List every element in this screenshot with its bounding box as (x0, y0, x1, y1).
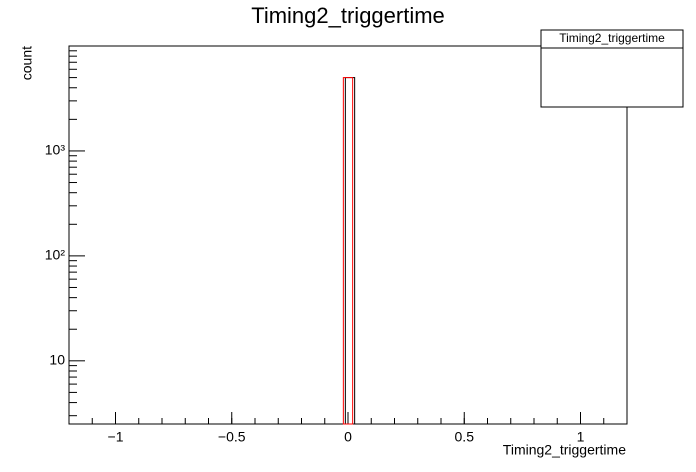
x-tick-label: 0 (344, 429, 352, 445)
x-tick-label: −0.5 (218, 429, 246, 445)
stats-frame (540, 29, 684, 108)
stats-box: Timing2_triggertime (540, 29, 684, 108)
x-axis-label: Timing2_triggertime (503, 442, 626, 458)
y-tick-label: 10 (49, 352, 65, 368)
chart-title: Timing2_triggertime (251, 3, 445, 28)
stats-title: Timing2_triggertime (559, 31, 665, 45)
bar (342, 77, 354, 425)
x-tick-label: −1 (108, 429, 124, 445)
y-tick-label: 10³ (45, 142, 66, 158)
x-tick-label: 1 (577, 429, 585, 445)
x-tick-label: 0.5 (455, 429, 475, 445)
y-tick-label: 10² (45, 247, 66, 263)
y-axis-label: count (19, 46, 35, 80)
